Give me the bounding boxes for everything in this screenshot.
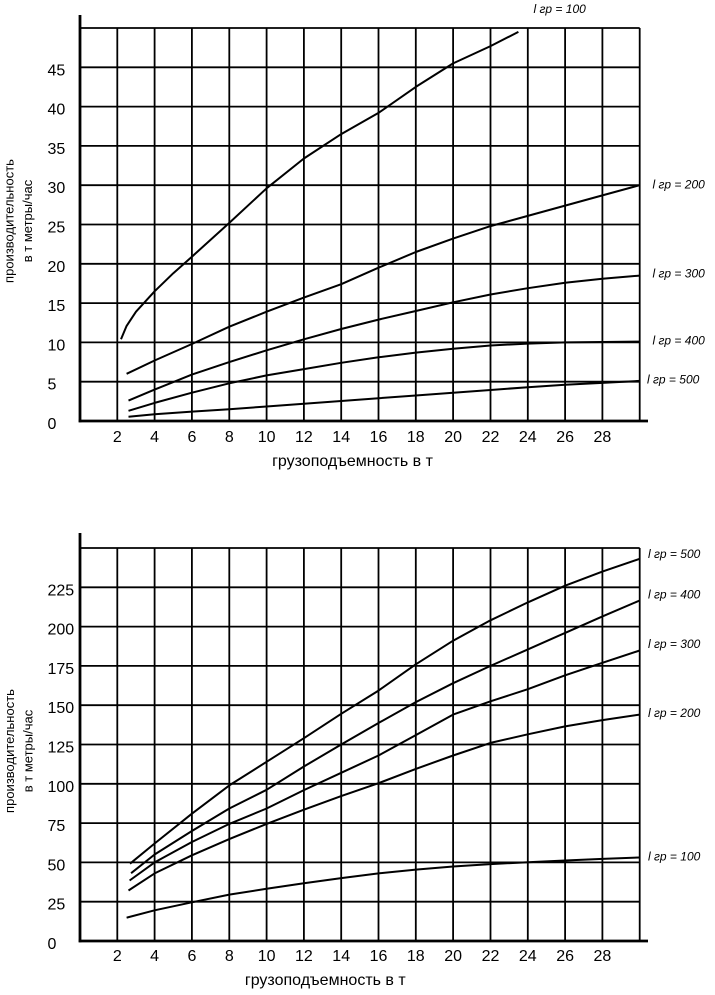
- svg-text:175: 175: [48, 661, 75, 678]
- svg-text:14: 14: [332, 429, 350, 446]
- svg-text:10: 10: [258, 948, 276, 965]
- svg-text:50: 50: [48, 857, 66, 874]
- svg-text:26: 26: [556, 429, 574, 446]
- svg-text:25: 25: [48, 220, 66, 237]
- svg-text:10: 10: [48, 337, 66, 354]
- svg-text:18: 18: [407, 429, 425, 446]
- svg-text:30: 30: [48, 180, 66, 197]
- svg-text:производительность: производительность: [2, 689, 17, 813]
- svg-text:8: 8: [225, 948, 234, 965]
- svg-text:l гр = 400: l гр = 400: [648, 587, 701, 601]
- svg-text:2: 2: [113, 429, 122, 446]
- svg-text:125: 125: [48, 740, 75, 757]
- svg-text:10: 10: [258, 429, 276, 446]
- svg-text:производительность: производительность: [2, 159, 17, 283]
- svg-text:18: 18: [407, 948, 425, 965]
- svg-text:0: 0: [48, 936, 57, 953]
- svg-text:6: 6: [187, 429, 196, 446]
- svg-text:l гр = 300: l гр = 300: [648, 637, 701, 651]
- svg-text:4: 4: [150, 429, 159, 446]
- svg-text:l гр = 500: l гр = 500: [647, 373, 700, 387]
- svg-text:l гр = 100: l гр = 100: [648, 849, 701, 863]
- svg-text:24: 24: [519, 429, 537, 446]
- svg-text:12: 12: [295, 429, 313, 446]
- svg-text:16: 16: [370, 429, 388, 446]
- svg-text:0: 0: [48, 416, 57, 433]
- svg-text:26: 26: [556, 948, 574, 965]
- svg-text:4: 4: [150, 948, 159, 965]
- svg-text:22: 22: [482, 429, 500, 446]
- svg-text:6: 6: [187, 948, 196, 965]
- svg-text:35: 35: [48, 141, 66, 158]
- svg-text:l гр = 400: l гр = 400: [653, 334, 706, 348]
- svg-text:8: 8: [225, 429, 234, 446]
- svg-text:100: 100: [48, 779, 75, 796]
- svg-text:25: 25: [48, 897, 66, 914]
- svg-text:l гр = 200: l гр = 200: [653, 177, 706, 191]
- svg-text:28: 28: [594, 948, 612, 965]
- svg-text:150: 150: [48, 700, 75, 717]
- svg-text:45: 45: [48, 62, 66, 79]
- svg-text:28: 28: [594, 429, 612, 446]
- svg-text:l гр = 100: l гр = 100: [534, 2, 587, 16]
- svg-text:грузоподъемность в т: грузоподъемность в т: [245, 972, 406, 989]
- svg-text:40: 40: [48, 102, 66, 119]
- svg-text:12: 12: [295, 948, 313, 965]
- svg-text:l гр = 200: l гр = 200: [648, 706, 701, 720]
- svg-text:20: 20: [48, 259, 66, 276]
- svg-text:20: 20: [444, 948, 462, 965]
- svg-text:l гр = 300: l гр = 300: [653, 266, 706, 280]
- svg-text:5: 5: [48, 377, 57, 394]
- svg-text:в т метры/час: в т метры/час: [21, 709, 36, 792]
- svg-text:2: 2: [113, 948, 122, 965]
- svg-text:14: 14: [332, 948, 350, 965]
- svg-text:20: 20: [444, 429, 462, 446]
- svg-text:15: 15: [48, 298, 66, 315]
- svg-text:l гр = 500: l гр = 500: [648, 547, 701, 561]
- svg-text:грузоподъемность в т: грузоподъемность в т: [272, 453, 433, 470]
- svg-text:75: 75: [48, 818, 66, 835]
- svg-text:16: 16: [370, 948, 388, 965]
- svg-text:200: 200: [48, 622, 75, 639]
- svg-text:22: 22: [482, 948, 500, 965]
- svg-text:24: 24: [519, 948, 537, 965]
- svg-text:в т метры/час: в т метры/час: [20, 179, 35, 262]
- svg-text:225: 225: [48, 582, 75, 599]
